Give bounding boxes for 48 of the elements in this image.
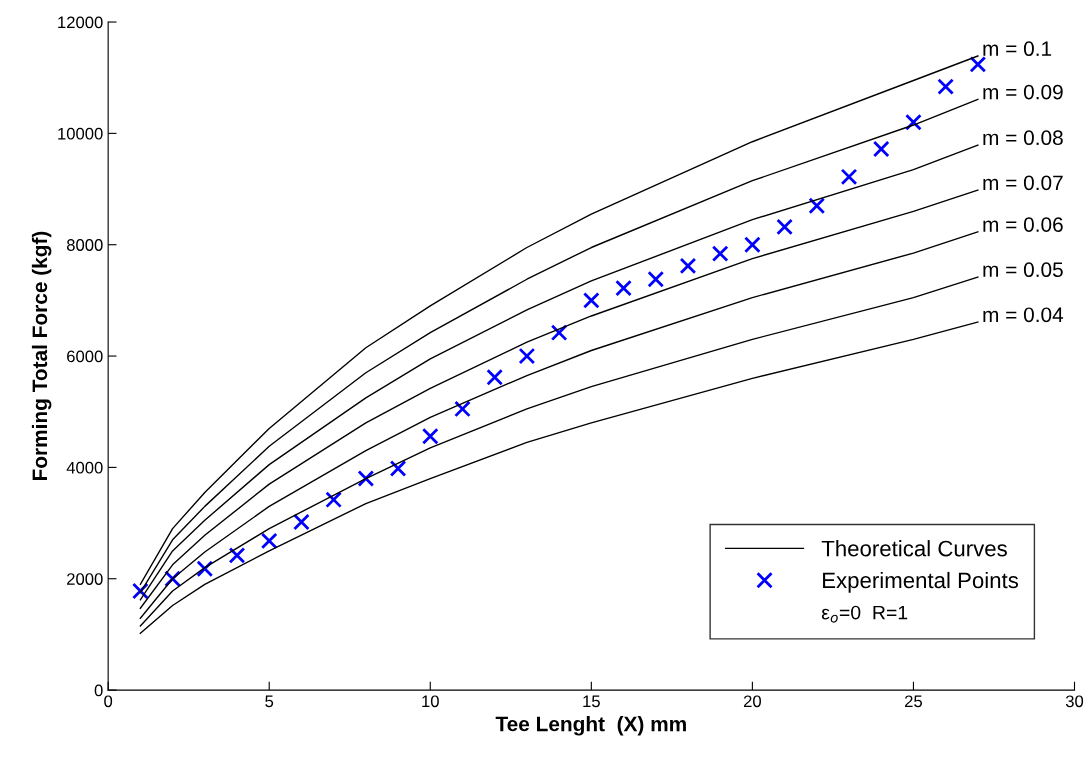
- series-label: m = 0.08: [983, 130, 1063, 146]
- y-axis-title: Forming Total Force (kgf): [31, 231, 52, 481]
- point: [679, 257, 697, 275]
- point: [454, 400, 471, 418]
- y-tick-label: 4000: [66, 461, 103, 474]
- x-tick-label: 25: [905, 695, 923, 708]
- x-tick-label: 10: [422, 695, 439, 708]
- annotation: ε$_{o}$=0 R=1: [821, 605, 908, 623]
- point: [260, 532, 278, 550]
- x-tick-label: 0: [104, 695, 113, 708]
- annotation: Theoretical Curves: [821, 540, 1007, 557]
- legend-label: Experimental Points: [823, 571, 1019, 593]
- x-tick-label: 15: [583, 695, 600, 708]
- point: [615, 279, 632, 297]
- point: [421, 427, 439, 445]
- x-tick-label: 20: [743, 695, 761, 708]
- series-label: m = 0.09: [983, 84, 1063, 100]
- point: [937, 78, 954, 95]
- point: [840, 168, 858, 186]
- point: [808, 197, 826, 215]
- point: [905, 113, 922, 131]
- point: [582, 292, 600, 309]
- point: [872, 140, 890, 158]
- point: [647, 270, 665, 288]
- point: [325, 491, 342, 509]
- y-tick-label: 2000: [67, 573, 103, 585]
- x-tick-label: 30: [1065, 695, 1084, 708]
- series-label: m = 0.06: [983, 217, 1063, 232]
- point: [776, 218, 793, 236]
- x-tick-label: 5: [265, 695, 274, 708]
- x-axis-title: Tee Lenght (X) mm: [495, 716, 686, 736]
- y-tick-label: 6000: [67, 350, 103, 363]
- series-label: m = 0.05: [983, 262, 1063, 278]
- y-tick-label: 12000: [58, 16, 103, 29]
- point: [711, 245, 729, 262]
- point: [228, 547, 246, 564]
- y-tick-label: 8000: [66, 239, 103, 251]
- point: [486, 368, 504, 386]
- point: [550, 324, 568, 342]
- point: [744, 236, 761, 254]
- series-label: m = 0.04: [983, 307, 1064, 323]
- point: [518, 347, 536, 365]
- point: [293, 513, 310, 531]
- point: [969, 56, 987, 73]
- y-tick-label: 10000: [58, 127, 103, 140]
- series-label: m = 0.1: [983, 41, 1052, 57]
- series-label: m = 0.07: [983, 175, 1063, 191]
- y-tick-label: 0: [94, 684, 103, 697]
